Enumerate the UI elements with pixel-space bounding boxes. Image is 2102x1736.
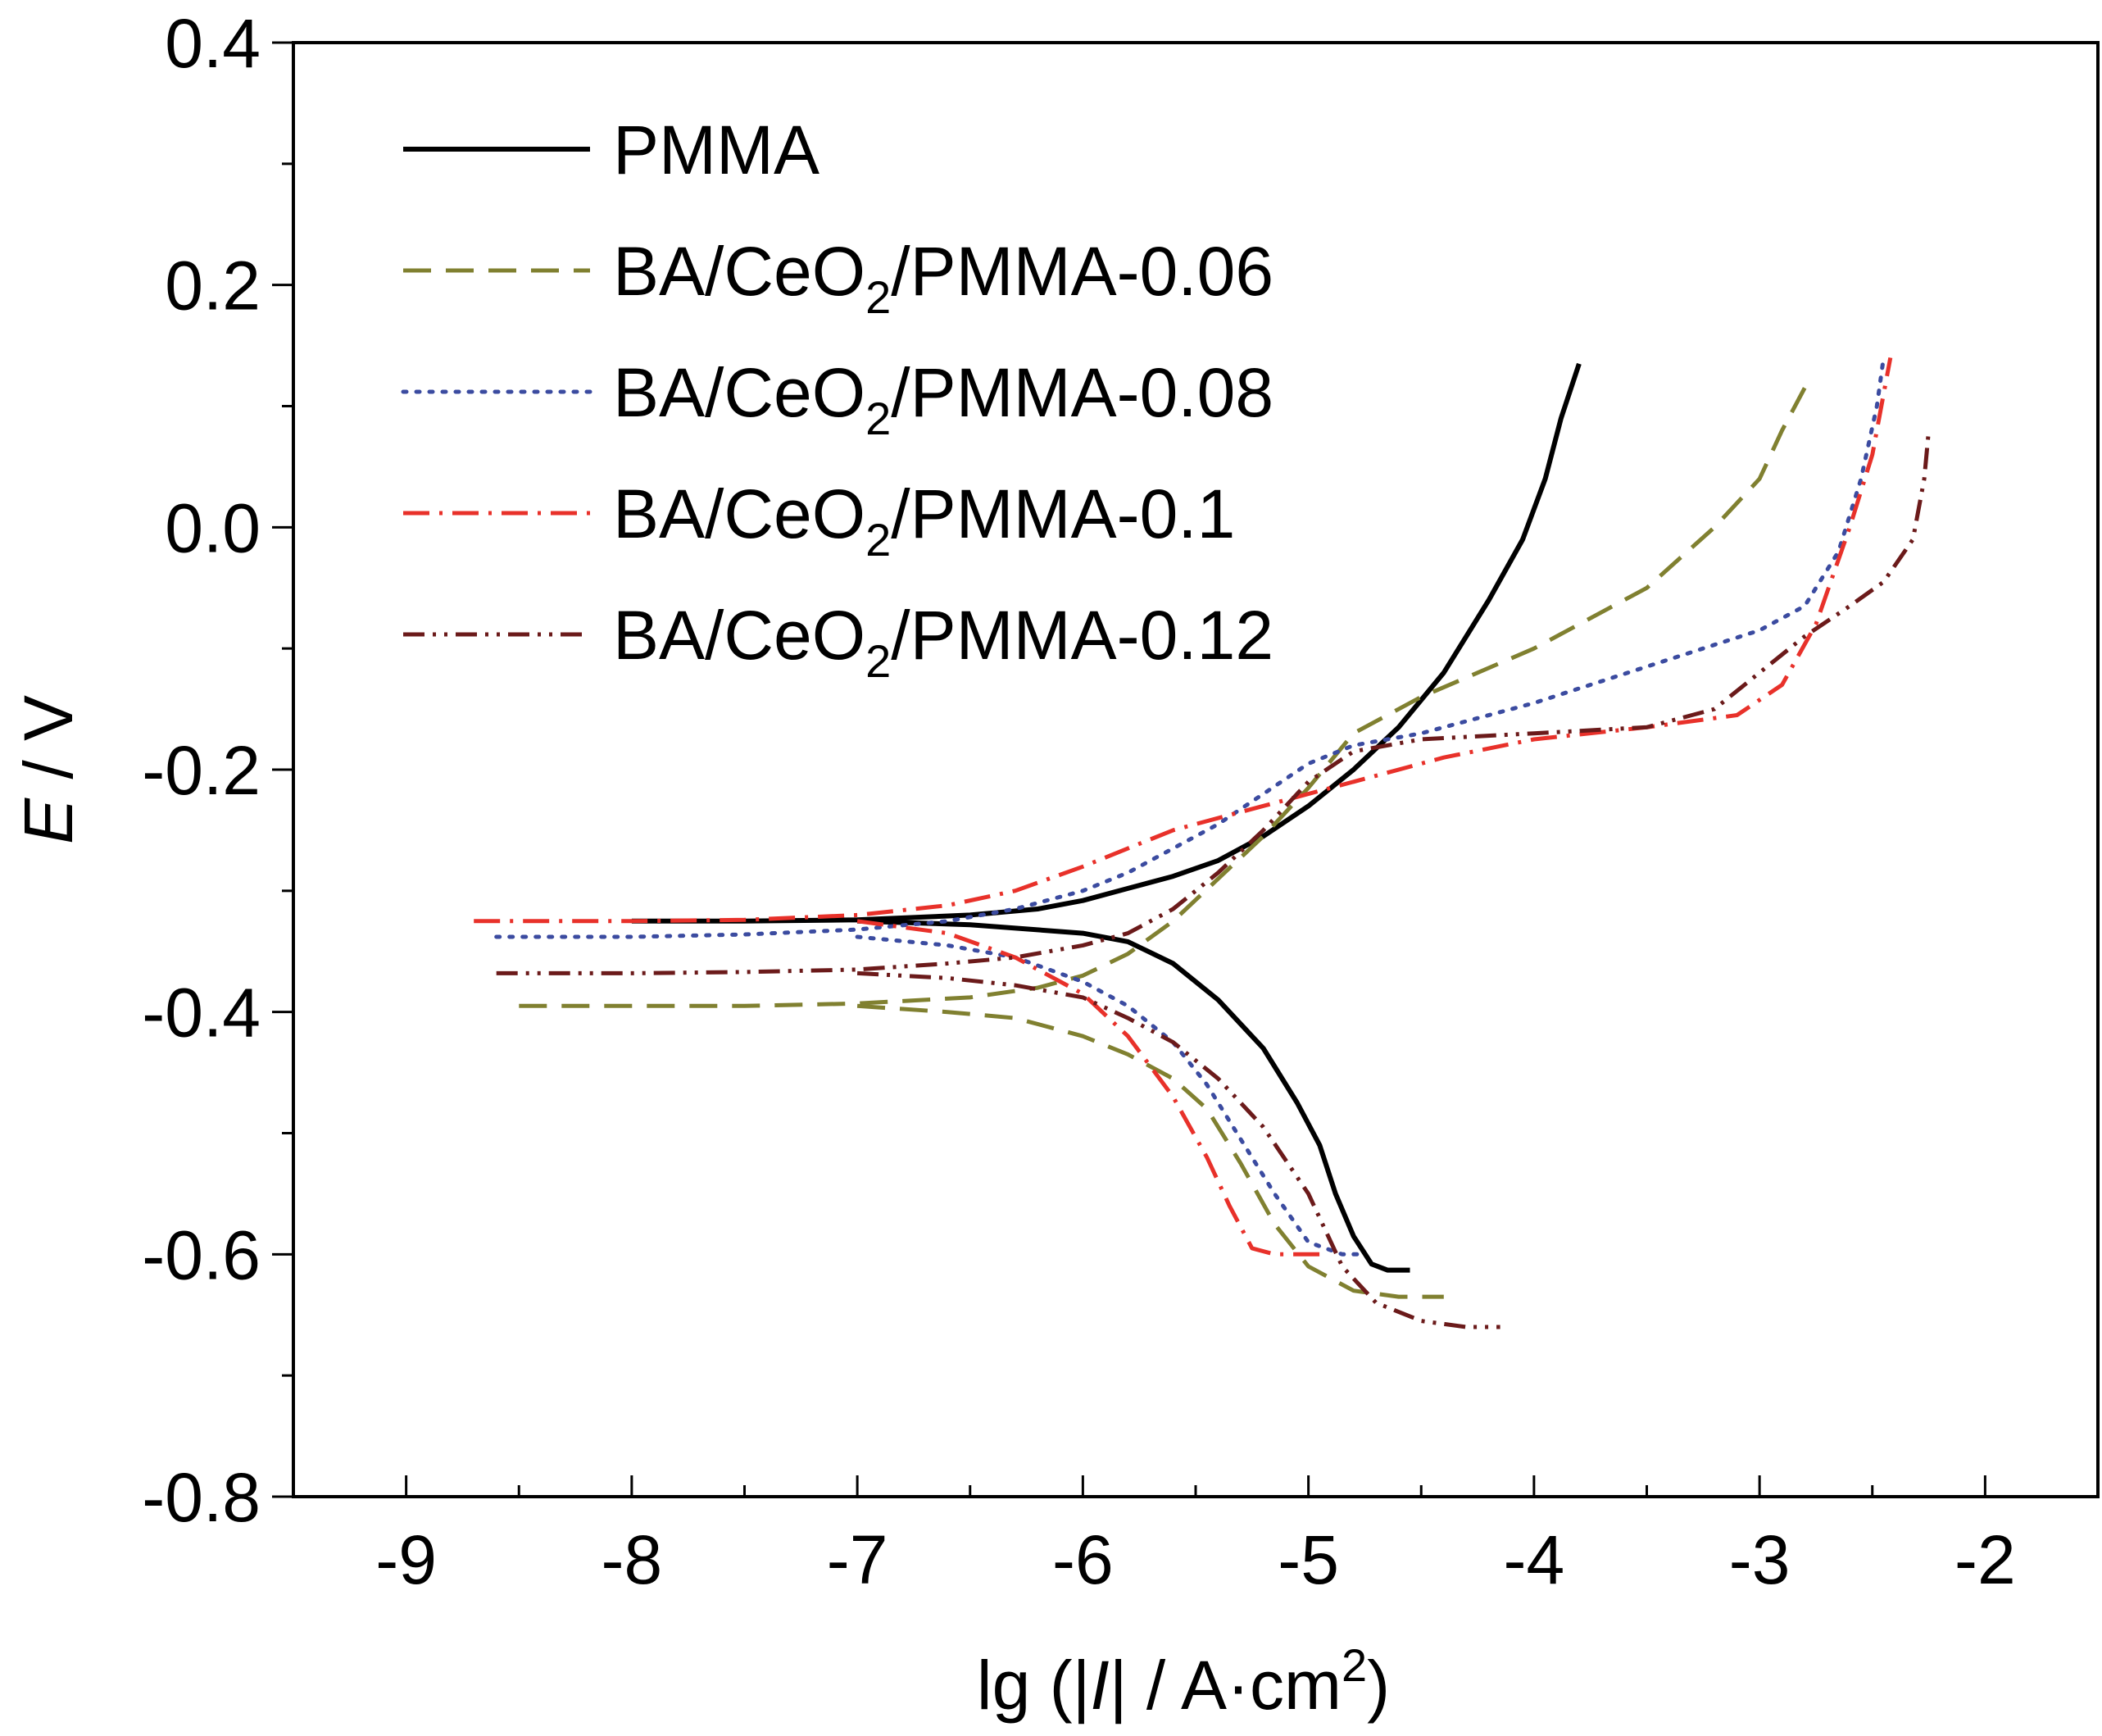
x-tick-label: -3	[1729, 1521, 1791, 1598]
y-axis-title-italic: E	[10, 798, 87, 844]
legend-label-tail: /PMMA-0.08	[891, 354, 1273, 431]
legend-label-subscript: 2	[865, 514, 891, 566]
legend-label-subscript: 2	[865, 393, 891, 444]
x-axis-title: lg (|I| / A·cm2)	[977, 1639, 1390, 1724]
legend-label-main: PMMA	[613, 111, 819, 189]
axis-ticks	[272, 41, 1986, 1498]
x-tick-label: -9	[375, 1521, 437, 1598]
series-line-5	[496, 429, 1932, 1329]
y-tick-label: 0.2	[165, 248, 261, 325]
series-line-4	[474, 357, 1893, 1257]
y-tick-label: -0.4	[142, 975, 261, 1052]
x-tick-label: -4	[1504, 1521, 1565, 1598]
y-tick-label: 0.0	[165, 489, 261, 566]
legend-label-subscript: 2	[865, 271, 891, 323]
x-tick-label: -5	[1278, 1521, 1339, 1598]
y-axis-title-rest: / V	[10, 695, 87, 798]
legend-label: BA/CeO2/PMMA-0.08	[613, 354, 1273, 444]
x-tick-label: -6	[1052, 1521, 1114, 1598]
y-axis-title: E / V	[10, 695, 87, 844]
legend-label: PMMA	[613, 111, 819, 189]
x-tick-labels: -9 -8 -7 -6 -5 -4 -3 -2	[375, 1521, 2015, 1598]
y-tick-label: -0.2	[142, 732, 261, 809]
legend-label-subscript: 2	[865, 635, 891, 687]
x-tick-label: -7	[827, 1521, 888, 1598]
legend-label-main: BA/CeO	[613, 475, 865, 552]
y-tick-labels: -0.8 -0.6 -0.4 -0.2 0.0 0.2 0.4	[142, 5, 261, 1536]
legend-label-main: BA/CeO	[613, 597, 865, 674]
legend-label-tail: /PMMA-0.1	[891, 475, 1235, 552]
legend: PMMABA/CeO2/PMMA-0.06BA/CeO2/PMMA-0.08BA…	[401, 111, 1273, 687]
y-tick-label: 0.4	[165, 5, 261, 82]
series-line-2	[519, 387, 1807, 1299]
y-tick-label: -0.6	[142, 1216, 261, 1293]
plot-frame	[292, 41, 2100, 1498]
legend-label-tail: /PMMA-0.12	[891, 597, 1273, 674]
legend-label-main: BA/CeO	[613, 354, 865, 431]
x-axis-title-prefix: lg (|	[977, 1647, 1091, 1724]
x-axis-title-superscript: 2	[1342, 1639, 1367, 1691]
x-axis-title-close: )	[1367, 1647, 1390, 1724]
x-tick-label: -8	[602, 1521, 663, 1598]
x-axis-title-suffix: | / A·cm	[1110, 1647, 1342, 1724]
x-axis-title-italic: I	[1090, 1647, 1109, 1724]
legend-label: BA/CeO2/PMMA-0.12	[613, 597, 1273, 687]
series-lines	[474, 355, 1932, 1329]
y-tick-label: -0.8	[142, 1459, 261, 1536]
legend-label-tail: /PMMA-0.06	[891, 233, 1273, 310]
legend-label: BA/CeO2/PMMA-0.06	[613, 233, 1273, 323]
x-tick-label: -2	[1954, 1521, 2016, 1598]
legend-label: BA/CeO2/PMMA-0.1	[613, 475, 1235, 566]
legend-label-main: BA/CeO	[613, 233, 865, 310]
